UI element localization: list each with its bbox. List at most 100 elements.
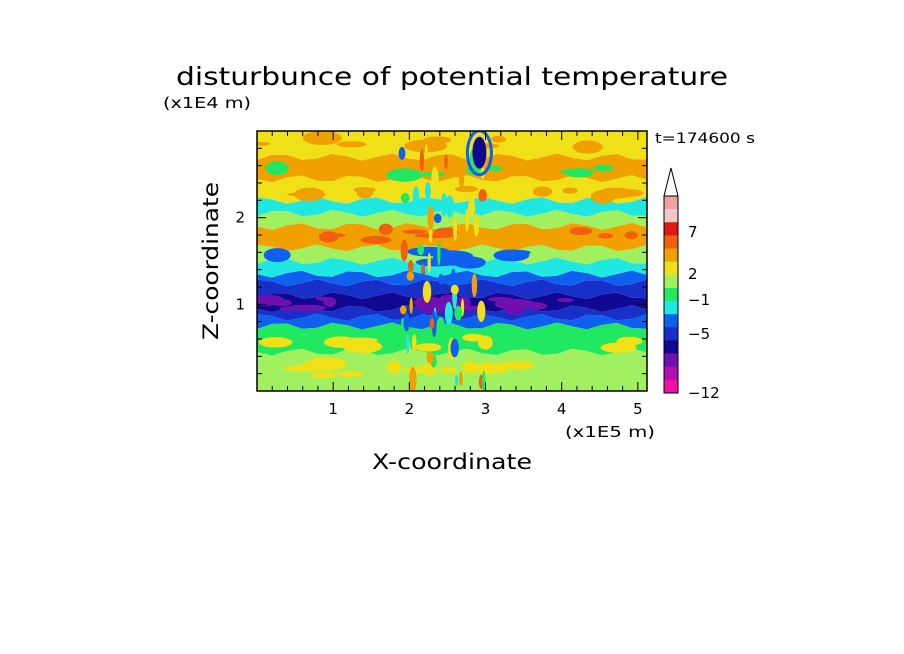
- colorbar-swatch: [664, 222, 678, 236]
- x-tick-label: 3: [481, 400, 491, 418]
- anomaly-blob: [296, 363, 324, 369]
- anomaly-blob: [474, 362, 511, 374]
- anomaly-blob: [432, 250, 473, 262]
- anomaly-blob: [424, 144, 428, 153]
- colorbar-swatch: [664, 301, 678, 315]
- anomaly-blob: [402, 229, 428, 234]
- anomaly-blob: [450, 338, 459, 358]
- colorbar-swatch: [664, 209, 678, 223]
- anomaly-blob: [400, 305, 407, 315]
- anomaly-blob: [310, 372, 337, 379]
- anomaly-blob: [427, 252, 431, 273]
- anomaly-blob: [265, 161, 289, 176]
- anomaly-blob: [494, 298, 536, 310]
- y-unit-label: (x1E4 m): [163, 94, 251, 112]
- field-band: [257, 222, 647, 252]
- anomaly-blob: [454, 185, 478, 193]
- anomaly-blob: [438, 273, 444, 285]
- time-label: t=174600 s: [655, 131, 755, 147]
- colorbar-label: 7: [688, 223, 698, 241]
- anomaly-blob: [417, 244, 425, 256]
- anomaly-blob: [257, 141, 271, 146]
- colorbar-swatch: [664, 314, 678, 328]
- anomaly-blob: [293, 187, 325, 202]
- anomaly-blob: [354, 345, 368, 353]
- colorbar-swatch: [664, 379, 678, 394]
- y-tick-label: 2: [235, 209, 245, 227]
- anomaly-blob: [477, 300, 486, 322]
- anomaly-blob: [323, 336, 358, 348]
- anomaly-blob: [386, 168, 423, 182]
- anomaly-blob: [472, 136, 487, 169]
- anomaly-blob: [407, 260, 414, 273]
- colorbar-swatch: [664, 196, 678, 210]
- field-band: [257, 131, 647, 161]
- anomaly-blob: [461, 361, 479, 374]
- y-axis-label: Z-coordinate: [199, 182, 223, 340]
- anomaly-blob: [431, 310, 437, 338]
- anomaly-blob: [556, 298, 574, 302]
- anomaly-blob: [431, 166, 439, 189]
- anomaly-blob: [450, 284, 459, 295]
- plot-area: [256, 130, 648, 392]
- anomaly-blob: [593, 164, 614, 172]
- anomaly-blob: [620, 189, 644, 197]
- anomaly-blob: [302, 131, 342, 145]
- anomaly-blob: [572, 140, 604, 154]
- anomaly-blob: [444, 301, 453, 325]
- anomaly-blob: [420, 264, 425, 275]
- anomaly-blob: [624, 231, 638, 240]
- x-tick-label: 5: [633, 400, 643, 418]
- anomaly-blob: [598, 233, 614, 239]
- colorbar-swatch: [664, 261, 678, 276]
- anomaly-blob: [433, 213, 442, 224]
- x-tick-label: 1: [328, 400, 338, 418]
- anomaly-blob: [482, 370, 486, 391]
- anomaly-blob: [454, 305, 463, 321]
- anomaly-blob: [405, 334, 410, 355]
- anomaly-blob: [409, 297, 414, 314]
- anomaly-blob: [478, 335, 493, 350]
- colorbar-swatch: [664, 327, 678, 341]
- x-tick-label: 4: [557, 400, 567, 418]
- colorbar-frame: [663, 195, 679, 394]
- field-band: [257, 257, 647, 278]
- anomaly-blob: [436, 316, 445, 331]
- colorbar-swatch: [664, 353, 678, 368]
- anomaly-blob: [406, 271, 415, 281]
- anomaly-blob: [445, 195, 455, 218]
- anomaly-blob: [600, 342, 637, 353]
- anomaly-blob: [263, 248, 291, 263]
- anomaly-blob: [569, 227, 593, 236]
- anomaly-blob: [386, 360, 402, 375]
- anomaly-blob: [412, 186, 420, 207]
- anomaly-blob: [378, 223, 393, 235]
- anomaly-blob: [468, 197, 476, 218]
- anomaly-blob: [419, 149, 425, 172]
- anomaly-blob: [414, 233, 456, 239]
- field-band: [257, 313, 647, 330]
- anomaly-blob: [336, 370, 364, 378]
- anomaly-blob: [504, 360, 535, 370]
- anomaly-blob: [491, 135, 506, 143]
- y-axis: 12: [235, 147, 647, 375]
- colorbar-swatch: [664, 366, 678, 381]
- colorbar-swatch: [664, 235, 678, 249]
- anomaly-blob: [427, 205, 434, 230]
- field-band: [257, 175, 647, 204]
- colorbar-label: 2: [688, 265, 698, 283]
- anomaly-blob: [532, 186, 553, 197]
- anomaly-blob: [455, 374, 459, 387]
- colorbar-label: −5: [688, 325, 710, 343]
- anomaly-blob: [400, 239, 408, 262]
- anomaly-blob: [336, 141, 367, 148]
- anomaly-blob: [356, 187, 373, 199]
- anomaly-blob: [323, 297, 337, 307]
- anomaly-blob: [497, 249, 531, 256]
- x-tick-label: 2: [405, 400, 415, 418]
- anomaly-blob: [473, 213, 479, 237]
- anomaly-blob: [403, 312, 410, 332]
- y-tick-label: 1: [235, 295, 245, 313]
- anomaly-blob: [440, 366, 457, 374]
- anomaly-blob: [444, 154, 448, 170]
